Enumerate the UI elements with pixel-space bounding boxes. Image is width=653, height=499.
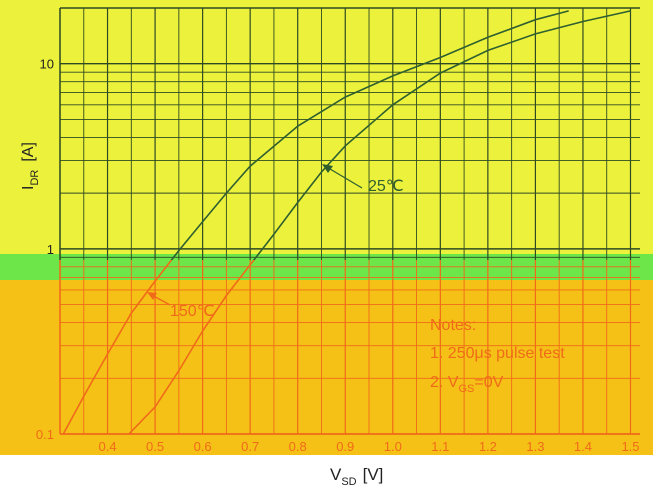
notes-title: Notes:	[430, 317, 476, 334]
x-tick-label: 0.5	[146, 439, 164, 454]
x-tick-label: 0.4	[99, 439, 117, 454]
x-tick-label: 1.2	[479, 439, 497, 454]
x-tick-label: 0.8	[289, 439, 307, 454]
arrowhead-150c	[147, 292, 157, 300]
upper-background	[0, 0, 653, 258]
y-tick-label: 0.1	[36, 427, 54, 442]
curve-150c-lower	[62, 260, 173, 434]
x-tick-label: 1.5	[621, 439, 639, 454]
annotation-150c: 150℃	[170, 303, 215, 320]
grid-lines	[59, 7, 640, 435]
x-tick-label: 1.4	[574, 439, 592, 454]
curve-25c-lower	[128, 260, 255, 434]
y-tick-label: 10	[40, 57, 54, 72]
lower-background	[0, 280, 653, 455]
x-tick-label: 1.3	[526, 439, 544, 454]
notes-line-1: 1. 250μs pulse test	[430, 345, 565, 362]
x-tick-label: 1.0	[384, 439, 402, 454]
notes-line-2: 2. VGS=0V	[430, 374, 504, 395]
y-axis-label: IDR[A]	[20, 142, 41, 190]
bottom-margin	[0, 455, 653, 499]
curve-25c-upper	[252, 10, 631, 260]
x-tick-label: 0.7	[241, 439, 259, 454]
series-curves	[62, 10, 631, 434]
curve-150c-upper	[170, 10, 569, 260]
x-tick-label: 1.1	[431, 439, 449, 454]
arrowhead-25c	[322, 164, 333, 173]
x-axis-label: VSD [V]	[330, 465, 383, 488]
y-tick-label: 1	[47, 242, 54, 257]
x-tick-label: 0.6	[194, 439, 212, 454]
x-tick-label: 0.9	[336, 439, 354, 454]
annotation-25c: 25℃	[368, 178, 404, 195]
arrow-25c	[324, 165, 363, 189]
tick-labels: 0.4 0.5 0.6 0.7 0.8 0.9 1.0 1.1 1.2 1.3 1.4 1.5 0.1 1…	[36, 57, 640, 454]
